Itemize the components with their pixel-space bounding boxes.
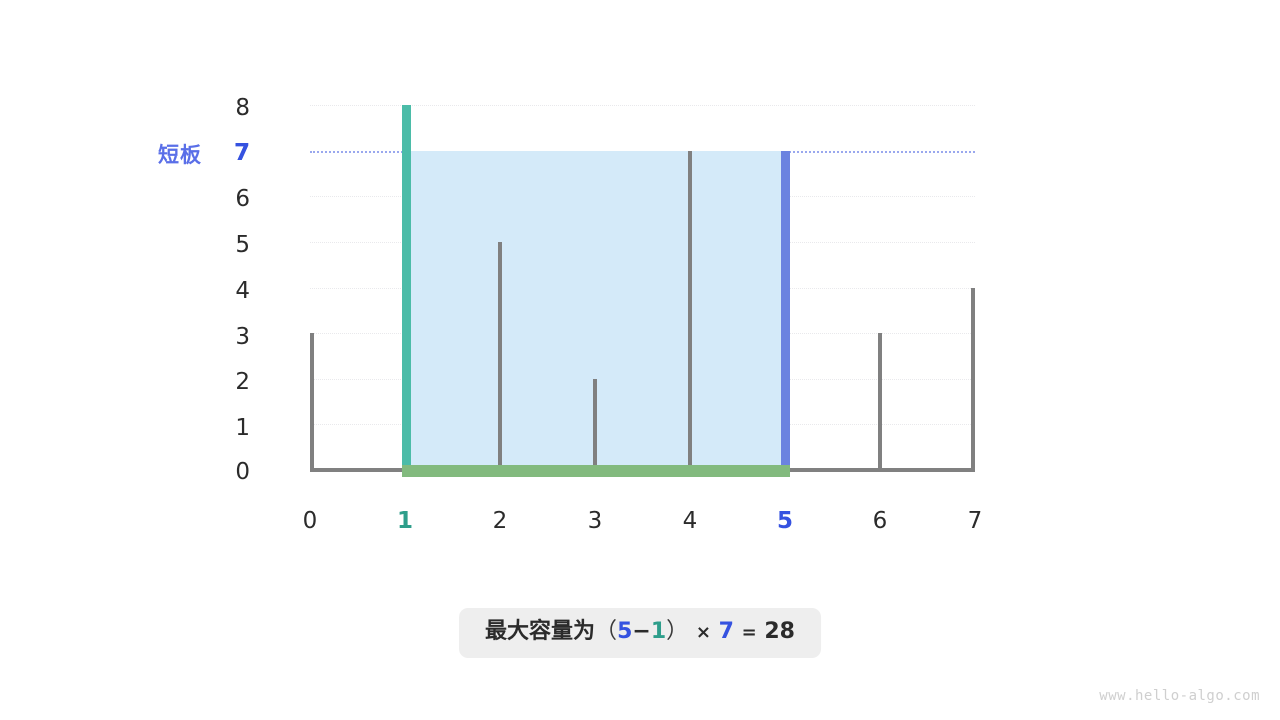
short-board-annotation: 短板 [158,143,202,167]
y-tick-5: 5 [235,232,250,258]
bar-3 [593,378,597,470]
bar-1-selected-left[interactable] [402,105,411,474]
bar-5-selected-right[interactable] [781,150,790,474]
gridline-8 [310,105,975,106]
y-tick-1: 1 [235,415,250,441]
x-tick-7: 7 [967,508,983,534]
x-tick-2: 2 [492,508,508,534]
site-watermark: www.hello-algo.com [1099,688,1260,704]
x-tick-5: 5 [776,508,793,534]
caption-height: 7 [718,619,734,644]
bar-7 [971,287,975,470]
bar-6 [878,333,882,470]
x-tick-3: 3 [587,508,603,534]
x-tick-1: 1 [396,508,413,534]
y-tick-6: 6 [235,186,250,212]
caption-prefix: 最大容量为 [485,619,596,644]
caption-left-index: 1 [650,619,667,644]
y-tick-3: 3 [235,324,250,350]
caption-paren-open: （ [595,619,618,644]
caption-paren-close: ） [666,619,689,644]
y-tick-0: 0 [235,459,250,485]
caption-minus: − [632,619,651,644]
bar-4 [688,150,692,470]
plot-area [310,105,975,477]
y-tick-4: 4 [235,278,250,304]
x-tick-6: 6 [872,508,888,534]
y-tick-8: 8 [235,95,250,121]
caption-equals: = [741,622,757,643]
y-tick-2: 2 [235,369,250,395]
x-tick-4: 4 [682,508,698,534]
caption-right-index: 5 [617,619,633,644]
x-tick-0: 0 [302,508,318,534]
capacity-caption: 最大容量为（5−1） × 7 = 28 [459,608,821,659]
bar-2 [498,241,502,470]
caption-times: × [695,622,711,643]
bar-0 [310,333,314,470]
caption-result: 28 [764,619,795,644]
short-board-value: 7 [233,140,250,166]
y-tick-7: 7 [233,140,250,166]
width-indicator-bar [402,465,790,477]
